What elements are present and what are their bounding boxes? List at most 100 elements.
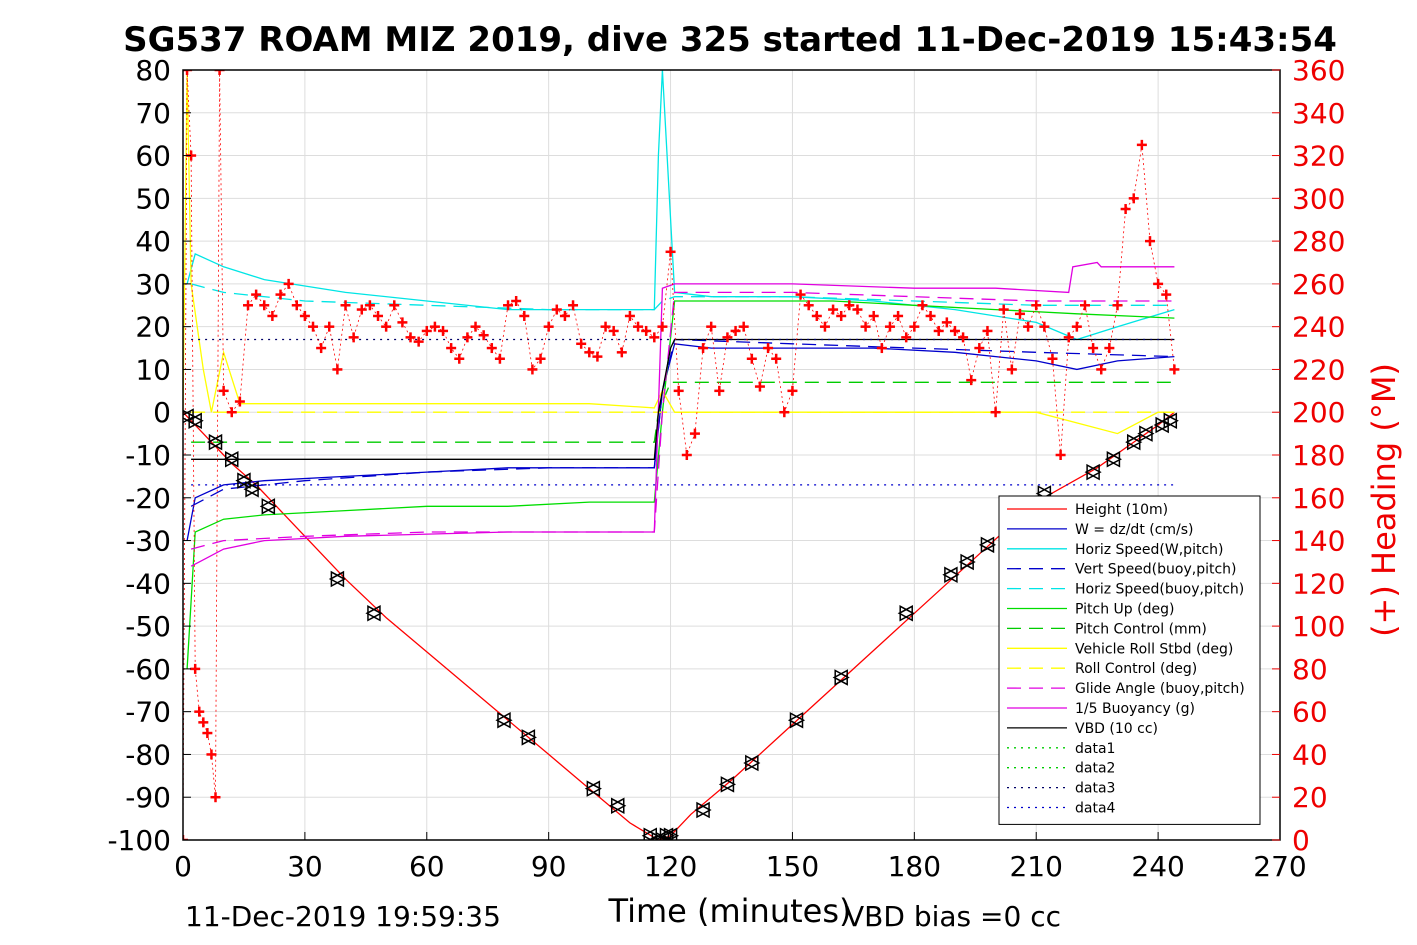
height-marker (186, 412, 204, 430)
height-marker (649, 831, 667, 840)
y-tick-label: 0 (153, 396, 171, 429)
height-marker (694, 801, 712, 819)
legend-label-w-dz-dt-cm-s: W = dz/dt (cm/s) (1075, 522, 1194, 538)
triangle-left (1084, 463, 1100, 481)
x-axis-label: Time (minutes) (608, 892, 852, 930)
heading-point (559, 310, 570, 321)
x-tick-label: 150 (766, 850, 819, 883)
heading-point (803, 300, 814, 311)
heading-point (234, 396, 245, 407)
triangle-left (328, 570, 345, 588)
right-tick-label: 280 (1292, 225, 1345, 258)
heading-point (198, 717, 209, 728)
triangle-right (834, 669, 850, 686)
triangle-right (960, 553, 976, 571)
y-tick-label: -40 (125, 567, 171, 600)
series-line-1-5-buoyancy-g (190, 261, 1175, 567)
heading-point (649, 332, 660, 343)
heading-point (551, 304, 562, 315)
heading-point (405, 332, 416, 343)
legend-label-height-10m: Height (10m) (1075, 502, 1168, 518)
heading-point (1047, 353, 1058, 364)
series-line-horiz-speed-w-pitch (186, 70, 1175, 341)
height-marker (223, 451, 241, 468)
right-tick-label: 240 (1292, 311, 1345, 344)
heading-point (429, 321, 440, 332)
heading-point (324, 321, 335, 332)
heading-point (1031, 300, 1042, 311)
height-marker (1084, 463, 1102, 481)
height-marker (1104, 451, 1123, 468)
triangle-left (1125, 433, 1141, 451)
legend: Height (10m) W = dz/dt (cm/s) Horiz Speed(… (998, 495, 1261, 825)
right-tick-label: 100 (1292, 610, 1345, 643)
legend-label-data4: data4 (1075, 801, 1116, 817)
heading-point (852, 304, 863, 315)
triangle-right (745, 754, 761, 772)
heading-point (1006, 364, 1017, 375)
y-tick-label: 10 (135, 353, 171, 386)
triangle-left (186, 412, 202, 430)
legend-label-1-5-buoyancy-g: 1/5 Buoyancy (g) (1075, 701, 1195, 717)
right-axis-label: (+) Heading (°M) (1365, 363, 1403, 637)
heading-point (876, 343, 887, 354)
heading-point (1104, 343, 1115, 354)
heading-point (641, 325, 652, 336)
legend-label-data3: data3 (1075, 781, 1115, 797)
legend-label-vbd-10-cc: VBD (10 cc) (1075, 721, 1158, 737)
heading-point (494, 353, 505, 364)
height-marker (519, 729, 537, 746)
right-tick-label: 140 (1292, 525, 1345, 558)
heading-point (844, 300, 855, 311)
legend-label-data1: data1 (1075, 741, 1115, 757)
heading-point (730, 325, 741, 336)
legend-label-pitch-up-deg: Pitch Up (deg) (1075, 602, 1174, 618)
legend-label-pitch-control-mm: Pitch Control (mm) (1075, 621, 1207, 637)
footer-vbd-bias: VBD bias =0 cc (845, 900, 1061, 933)
heading-point (616, 347, 627, 358)
heading-point (763, 343, 774, 354)
height-marker (743, 754, 761, 772)
triangle-left (495, 711, 511, 729)
heading-point (348, 332, 359, 343)
heading-point (1128, 193, 1139, 204)
triangle-right (367, 605, 383, 622)
heading-point (600, 321, 611, 332)
heading-point (1169, 364, 1180, 375)
right-tick-label: 300 (1292, 182, 1345, 215)
y-tick-label: -20 (125, 482, 171, 515)
right-tick-label: 340 (1292, 97, 1345, 130)
y-tick-label: -50 (125, 610, 171, 643)
chart-title: SG537 ROAM MIZ 2019, dive 325 started 11… (123, 20, 1337, 60)
heading-point (706, 321, 717, 332)
triangle-left (1161, 412, 1178, 430)
triangle-left (832, 669, 848, 686)
heading-point (949, 325, 960, 336)
height-marker (235, 472, 253, 489)
heading-point (519, 310, 530, 321)
height-marker (365, 605, 383, 622)
heading-point (722, 332, 733, 343)
triangle-left (235, 472, 251, 489)
heading-point (316, 343, 327, 354)
right-tick-label: 120 (1292, 567, 1345, 600)
heading-point (543, 321, 554, 332)
triangle-right (899, 605, 915, 622)
heading-point (958, 332, 969, 343)
triangle-right (696, 801, 712, 819)
heading-point (982, 325, 993, 336)
legend-label-vert-speed-buoy-pitch: Vert Speed(buoy,pitch) (1075, 562, 1237, 578)
x-tick-label: 120 (644, 850, 697, 883)
x-tick-label: 90 (531, 850, 567, 883)
height-marker (1137, 425, 1155, 442)
series-line-vehicle-roll-stbd-deg (183, 70, 1175, 435)
triangle-left (519, 729, 536, 746)
triangle-right (261, 498, 277, 515)
triangle-left (584, 780, 601, 797)
y-tick-label: 20 (135, 311, 171, 344)
heading-point (811, 310, 822, 321)
height-marker (942, 566, 960, 584)
triangle-left (958, 553, 974, 571)
triangle-left (657, 827, 674, 840)
x-tick-label: 210 (1009, 850, 1062, 883)
